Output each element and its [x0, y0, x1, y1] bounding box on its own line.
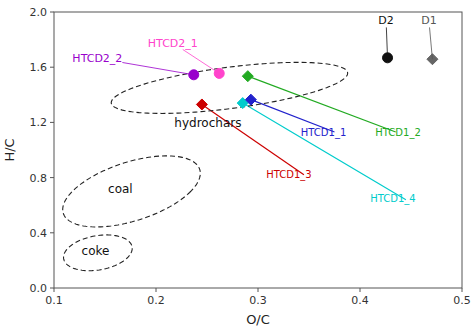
- plot-frame: [54, 12, 462, 288]
- tick-mark: [50, 122, 54, 123]
- tick-mark: [50, 12, 54, 13]
- axis-label: H/C: [2, 138, 17, 161]
- tick-label: 0.2: [147, 294, 165, 307]
- axis-label: O/C: [246, 312, 270, 327]
- ellipse-label: coke: [82, 244, 110, 258]
- annotations: HTCD2_2 HTCD2_1 D2 D1 HTCD1_1 HTCD1_2 HTCD1_3 H…: [72, 14, 436, 258]
- segment: [243, 103, 406, 200]
- point: [242, 71, 253, 82]
- point-label: HTCD2_1: [148, 37, 198, 50]
- line-label: HTCD1_1: [301, 127, 346, 139]
- label-connector: [122, 62, 193, 74]
- point: [196, 99, 207, 110]
- label-connector: [183, 50, 219, 74]
- tick-mark: [462, 288, 463, 292]
- label-connector: [430, 27, 433, 59]
- tick-mark: [258, 288, 259, 292]
- ellipse-label: hydrochars: [174, 116, 241, 130]
- tick-label: 0.4: [351, 294, 369, 307]
- label-connector: [386, 27, 387, 57]
- tick-mark: [50, 232, 54, 233]
- tick-mark: [360, 288, 361, 292]
- tick-label: 0.8: [30, 172, 48, 185]
- line-label: HTCD1_3: [266, 169, 311, 181]
- tick-label: 1.6: [30, 61, 48, 74]
- point: [245, 94, 256, 105]
- tick-label: 0.5: [453, 294, 471, 307]
- chart: 0.1 0.2 0.3 0.4 0.5 0.0 0.4 0.8 1.2 1.6 2.0 O/C H/C H…: [0, 0, 474, 332]
- ellipse: [64, 235, 133, 271]
- tick-label: 0.1: [45, 294, 63, 307]
- tick-label: 0.3: [249, 294, 267, 307]
- ellipse-label: coal: [108, 182, 133, 196]
- tick-mark: [50, 177, 54, 178]
- tick-mark: [156, 288, 157, 292]
- ellipse: [111, 62, 347, 113]
- tick-mark: [50, 67, 54, 68]
- tick-mark: [50, 288, 54, 289]
- tick-label: 0.4: [30, 227, 48, 240]
- tick-label: 2.0: [30, 6, 48, 19]
- point-label: D2: [378, 14, 393, 27]
- tick-label: 1.2: [30, 116, 48, 129]
- line-label: HTCD1_2: [375, 127, 420, 139]
- tick-mark: [54, 288, 55, 292]
- line-label: HTCD1_4: [370, 193, 415, 205]
- plot-area: [63, 53, 438, 271]
- point-label: D1: [421, 14, 436, 27]
- segment: [248, 76, 396, 132]
- point-label: HTCD2_2: [72, 52, 122, 65]
- ellipse: [63, 156, 201, 227]
- tick-label: 0.0: [30, 282, 48, 295]
